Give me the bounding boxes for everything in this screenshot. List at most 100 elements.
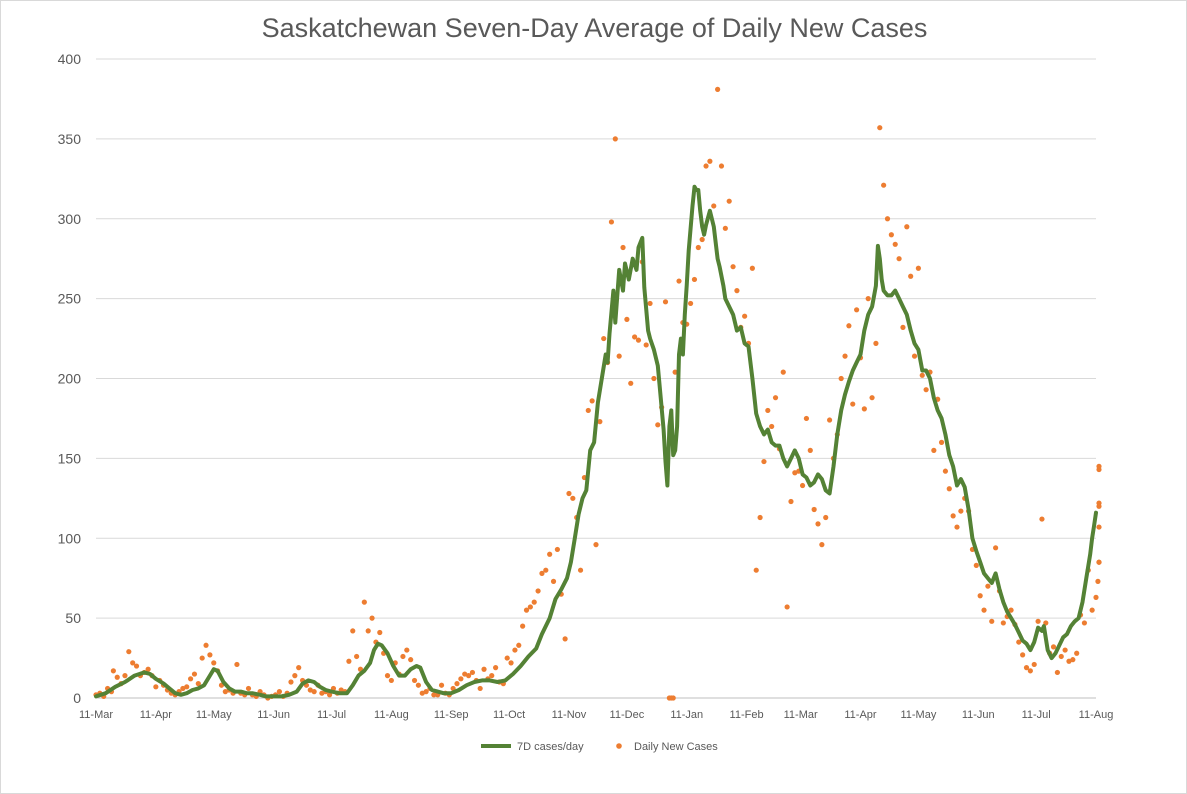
daily-case-point: [1027, 668, 1033, 674]
daily-case-point: [531, 599, 537, 605]
daily-case-point: [826, 417, 833, 423]
seven-day-average-path: [94, 184, 1098, 699]
daily-case-point: [734, 288, 740, 294]
daily-case-point: [651, 375, 657, 382]
x-tick-label: 11-Oct: [493, 709, 525, 721]
daily-case-point: [931, 447, 937, 453]
daily-case-point: [869, 395, 875, 401]
daily-case-point: [489, 673, 495, 679]
daily-case-point: [1096, 503, 1102, 509]
daily-case-point: [854, 307, 860, 313]
daily-case-point: [1096, 524, 1102, 530]
daily-case-point: [670, 695, 676, 701]
daily-case-point: [765, 407, 771, 414]
daily-case-point: [493, 665, 499, 671]
daily-case-point: [126, 649, 132, 655]
daily-case-point: [199, 655, 205, 661]
daily-case-point: [757, 514, 763, 521]
daily-case-point: [408, 657, 414, 663]
y-tick-label: 100: [58, 530, 82, 546]
daily-case-point: [958, 508, 964, 514]
daily-case-point: [1023, 665, 1030, 671]
daily-case-point: [145, 666, 151, 672]
daily-case-point: [911, 353, 918, 359]
daily-case-point: [985, 583, 991, 589]
daily-case-point: [184, 684, 190, 690]
x-tick-label: 11-Feb: [730, 709, 764, 721]
legend-item-7d: 7D cases/day: [481, 741, 584, 753]
x-tick-label: 11-Jul: [1022, 709, 1051, 721]
legend-label-daily: Daily New Cases: [634, 741, 718, 753]
x-tick-label: 11-Jan: [670, 709, 703, 721]
daily-case-point: [1008, 607, 1014, 613]
daily-case-point: [703, 163, 709, 169]
daily-case-point: [523, 607, 530, 613]
daily-case-point: [769, 423, 775, 430]
daily-case-point: [458, 676, 464, 682]
daily-case-point: [404, 647, 410, 653]
daily-case-point: [1070, 657, 1076, 663]
daily-case-point: [547, 551, 553, 557]
daily-case-point: [570, 495, 576, 501]
legend-item-daily: Daily New Cases: [616, 741, 718, 753]
daily-case-point: [803, 415, 810, 422]
daily-case-point: [527, 604, 533, 610]
legend: 7D cases/day Daily New Cases: [481, 741, 718, 753]
daily-case-point: [292, 673, 298, 679]
x-tick-label: 11-Apr: [844, 709, 877, 721]
daily-case-point: [411, 677, 418, 684]
daily-case-point: [1096, 463, 1102, 469]
daily-case-point: [722, 225, 728, 231]
daily-case-point: [388, 677, 394, 684]
x-tick-label: 11-Aug: [374, 709, 409, 721]
daily-case-point: [915, 265, 921, 271]
daily-case-point: [415, 682, 421, 688]
daily-case-point: [369, 615, 375, 621]
daily-case-point: [838, 375, 844, 382]
daily-case-point: [276, 689, 282, 695]
daily-case-point: [707, 158, 713, 164]
daily-case-point: [114, 674, 120, 680]
daily-case-point: [884, 216, 891, 222]
daily-case-point: [620, 244, 626, 251]
daily-case-point: [1093, 594, 1099, 600]
daily-case-point: [589, 398, 595, 404]
daily-case-point: [624, 316, 630, 322]
daily-case-point: [296, 665, 302, 671]
daily-case-point: [989, 618, 995, 624]
daily-case-point: [695, 244, 701, 251]
daily-case-point: [130, 660, 136, 666]
daily-case-point: [512, 647, 518, 653]
x-axis-ticks: 11-Mar 11-Apr 11-May 11-Jun 11-Jul 11-Aug 11-S…: [79, 709, 1113, 721]
daily-case-point: [699, 236, 705, 243]
daily-case-point: [1096, 559, 1102, 565]
daily-case-point: [946, 486, 952, 492]
daily-case-point: [508, 660, 514, 666]
chart-title: Saskatchewan Seven-Day Average of Daily …: [261, 13, 928, 43]
x-tick-label: 11-Nov: [552, 709, 587, 721]
daily-case-point: [311, 689, 317, 695]
daily-case-point: [1031, 661, 1037, 668]
daily-case-point: [384, 673, 391, 679]
daily-case-point: [655, 422, 661, 428]
daily-case-point: [908, 273, 914, 279]
daily-case-point: [465, 673, 472, 679]
daily-case-point: [585, 407, 591, 414]
daily-case-point: [873, 340, 879, 346]
daily-case-point: [780, 369, 786, 375]
daily-case-point: [550, 578, 557, 584]
daily-case-point: [811, 506, 817, 513]
daily-case-point: [608, 219, 615, 225]
daily-case-point: [977, 593, 983, 599]
daily-case-point: [516, 642, 522, 648]
daily-case-point: [846, 323, 852, 329]
daily-case-point: [1062, 647, 1068, 653]
daily-case-point: [993, 545, 999, 551]
daily-case-point: [691, 276, 698, 283]
daily-case-point: [950, 513, 956, 519]
y-tick-label: 300: [58, 211, 82, 227]
y-tick-label: 350: [58, 131, 82, 147]
daily-case-point: [896, 256, 902, 262]
daily-case-point: [454, 681, 460, 687]
